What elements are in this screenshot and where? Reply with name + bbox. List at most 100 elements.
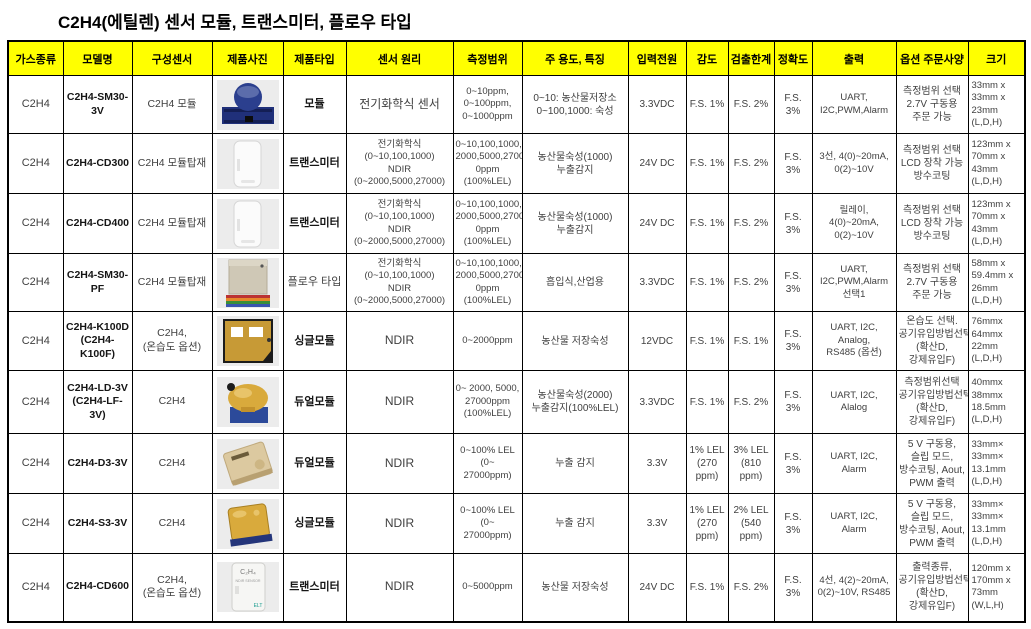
cell-size: 33mm× 33mm× 13.1mm (L,D,H) bbox=[967, 493, 1026, 554]
cell-principle: NDIR bbox=[345, 433, 454, 494]
cell-gas: C2H4 bbox=[7, 193, 64, 254]
cell-options: 측정범위 선택 2.7V 구동용 주문 가능 bbox=[895, 75, 969, 134]
column-header-13: 옵션 주문사양 bbox=[895, 40, 969, 76]
column-header-5: 센서 원리 bbox=[345, 40, 454, 76]
column-header-9: 감도 bbox=[685, 40, 729, 76]
cell-ptype: 모듈 bbox=[282, 75, 347, 134]
cell-range: 0~100% LEL (0~ 27000ppm) bbox=[452, 493, 523, 554]
cell-options: 온습도 선택. 공기유입방법선택(확산D,강제유입F) bbox=[895, 311, 969, 371]
product-photo-enclosure-labeled: C₂H₄ NDIR SENSOR ELT bbox=[216, 562, 279, 613]
cell-sensitivity: F.S. 1% bbox=[685, 75, 729, 134]
cell-power: 24V DC bbox=[627, 553, 687, 622]
table-row: C2H4 C2H4-CD400 C2H4 모듈탑재 트랜스미터 전기화학식 (0~10,… bbox=[7, 193, 1026, 254]
column-header-8: 입력전원 bbox=[627, 40, 687, 76]
cell-sensitivity: F.S. 1% bbox=[685, 133, 729, 194]
cell-range: 0~2000ppm bbox=[452, 311, 523, 371]
cell-sensitivity: F.S. 1% bbox=[685, 193, 729, 254]
cell-principle: NDIR bbox=[345, 553, 454, 622]
cell-ptype: 트랜스미터 bbox=[282, 133, 347, 194]
cell-accuracy: F.S. 3% bbox=[773, 553, 813, 622]
column-header-7: 주 용도, 특징 bbox=[521, 40, 629, 76]
cell-gas: C2H4 bbox=[7, 133, 64, 194]
cell-use: 농산물숙성(1000) 누출감지 bbox=[521, 193, 629, 254]
cell-accuracy: F.S. 3% bbox=[773, 133, 813, 194]
product-photo-enclosure-white bbox=[216, 138, 279, 189]
cell-gas: C2H4 bbox=[7, 553, 64, 622]
cell-accuracy: F.S. 3% bbox=[773, 75, 813, 134]
cell-options: 5 V 구동용, 슬립 모드, 방수코팅, Aout, PWM 출력 bbox=[895, 493, 969, 554]
cell-range: 0~5000ppm bbox=[452, 553, 523, 622]
cell-principle: 전기화학식 (0~10,100,1000) NDIR (0~2000,5000,… bbox=[345, 253, 454, 312]
cell-power: 12VDC bbox=[627, 311, 687, 371]
cell-photo bbox=[211, 133, 284, 194]
column-header-0: 가스종류 bbox=[7, 40, 64, 76]
table-row: C2H4 C2H4-CD300 C2H4 모듈탑재 트랜스미터 전기화학식 (0~10,… bbox=[7, 133, 1026, 194]
product-photo-module-blue bbox=[216, 79, 279, 130]
cell-detection: F.S. 2% bbox=[727, 193, 775, 254]
cell-photo bbox=[211, 311, 284, 371]
cell-output: UART, I2C, Analog, RS485 (옵션) bbox=[811, 311, 897, 371]
cell-size: 120mm x 170mm x 73mm (W,L,H) bbox=[967, 553, 1026, 622]
cell-output: UART, I2C,PWM,Alarm bbox=[811, 75, 897, 134]
page-title: C2H4(에틸렌) 센서 모듈, 트랜스미터, 플로우 타입 bbox=[58, 13, 412, 32]
cell-sensor: C2H4, (온습도 옵션) bbox=[131, 311, 213, 371]
cell-gas: C2H4 bbox=[7, 493, 64, 554]
cell-photo bbox=[211, 493, 284, 554]
cell-options: 5 V 구동용, 슬립 모드, 방수코팅, Aout, PWM 출력 bbox=[895, 433, 969, 494]
cell-power: 24V DC bbox=[627, 193, 687, 254]
cell-principle: 전기화학식 센서 bbox=[345, 75, 454, 134]
cell-range: 0~10,100,1000, 2000,5000,2700 0ppm (100%… bbox=[452, 253, 523, 312]
cell-output: 3선, 4(0)~20mA, 0(2)~10V bbox=[811, 133, 897, 194]
table-body: C2H4 C2H4-SM30-3V C2H4 모듈 모듈 전기화학식 센서 0~10ppm… bbox=[7, 75, 1026, 622]
cell-options: 측정범위 선택 LCD 장착 가능 방수코팅 bbox=[895, 193, 969, 254]
cell-range: 0~10,100,1000, 2000,5000,2700 0ppm (100%… bbox=[452, 193, 523, 254]
cell-model: C2H4-CD600 bbox=[62, 553, 133, 622]
cell-gas: C2H4 bbox=[7, 311, 64, 371]
cell-ptype: 트랜스미터 bbox=[282, 193, 347, 254]
cell-output: UART, I2C,PWM,Alarm 선택1 bbox=[811, 253, 897, 312]
cell-output: UART, I2C, Alalog bbox=[811, 370, 897, 434]
cell-size: 33mm× 33mm× 13.1mm (L,D,H) bbox=[967, 433, 1026, 494]
cell-use: 농산물 저장숙성 bbox=[521, 553, 629, 622]
cell-ptype: 싱글모듈 bbox=[282, 311, 347, 371]
cell-power: 3.3VDC bbox=[627, 75, 687, 134]
cell-detection: F.S. 2% bbox=[727, 253, 775, 312]
cell-use: 누출 감지 bbox=[521, 433, 629, 494]
cell-sensitivity: F.S. 1% bbox=[685, 370, 729, 434]
cell-power: 3.3V bbox=[627, 433, 687, 494]
sensor-spec-table: 가스종류 모델명 구성센서 제품사진 제품타입 센서 원리 측정범위 주 용도, 특징 입력전원… bbox=[7, 40, 1026, 623]
cell-ptype: 플로우 타입 bbox=[282, 253, 347, 312]
cell-use: 누출 감지 bbox=[521, 493, 629, 554]
cell-sensor: C2H4, (온습도 옵션) bbox=[131, 553, 213, 622]
column-header-1: 모델명 bbox=[62, 40, 133, 76]
column-header-14: 크기 bbox=[967, 40, 1026, 76]
cell-detection: 2% LEL (540 ppm) bbox=[727, 493, 775, 554]
cell-accuracy: F.S. 3% bbox=[773, 433, 813, 494]
cell-power: 3.3VDC bbox=[627, 253, 687, 312]
cell-photo: C₂H₄ NDIR SENSOR ELT bbox=[211, 553, 284, 622]
cell-detection: F.S. 2% bbox=[727, 370, 775, 434]
cell-model: C2H4-S3-3V bbox=[62, 493, 133, 554]
cell-power: 3.3V bbox=[627, 493, 687, 554]
column-header-10: 검출한계 bbox=[727, 40, 775, 76]
cell-use: 0~10: 농산물저장소 0~100,1000: 숙성 bbox=[521, 75, 629, 134]
cell-options: 출력종류, 공기유입방법선택(확산D,강제유입F) bbox=[895, 553, 969, 622]
cell-detection: F.S. 2% bbox=[727, 553, 775, 622]
product-photo-gold-on-blue bbox=[216, 377, 279, 427]
table-row: C2H4 C2H4-LD-3V (C2H4-LF-3V) C2H4 듀얼모듈 NDIR 0… bbox=[7, 370, 1026, 434]
cell-use: 농산물숙성(2000) 누출감지(100%LEL) bbox=[521, 370, 629, 434]
cell-sensor: C2H4 bbox=[131, 433, 213, 494]
cell-options: 측정범위 선택 2.7V 구동용 주문 가능 bbox=[895, 253, 969, 312]
cell-photo bbox=[211, 193, 284, 254]
cell-ptype: 싱글모듈 bbox=[282, 493, 347, 554]
cell-accuracy: F.S. 3% bbox=[773, 311, 813, 371]
cell-accuracy: F.S. 3% bbox=[773, 193, 813, 254]
cell-sensor: C2H4 bbox=[131, 370, 213, 434]
cell-model: C2H4-SM30-PF bbox=[62, 253, 133, 312]
cell-output: UART, I2C, Alarm bbox=[811, 493, 897, 554]
cell-photo bbox=[211, 370, 284, 434]
cell-ptype: 듀얼모듈 bbox=[282, 433, 347, 494]
cell-power: 24V DC bbox=[627, 133, 687, 194]
cell-output: 릴레이, 4(0)~20mA, 0(2)~10V bbox=[811, 193, 897, 254]
cell-photo bbox=[211, 433, 284, 494]
